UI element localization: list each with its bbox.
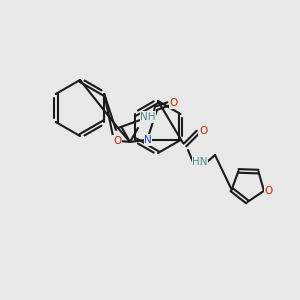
Text: HN: HN xyxy=(192,157,208,167)
Text: NH: NH xyxy=(140,112,156,122)
Text: O: O xyxy=(113,136,121,146)
Text: O: O xyxy=(265,186,273,196)
Text: O: O xyxy=(170,98,178,108)
Text: O: O xyxy=(199,126,207,136)
Text: N: N xyxy=(144,135,152,145)
